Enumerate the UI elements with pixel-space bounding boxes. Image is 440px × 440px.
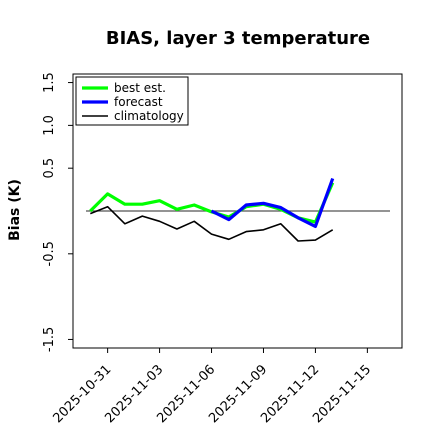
chart-title: BIAS, layer 3 temperature [106, 28, 370, 49]
plot-frame [72, 73, 403, 349]
y-tick-label: -1.5 [42, 327, 57, 352]
series-line-forecast [210, 177, 335, 228]
y-tick-label: -0.5 [42, 241, 57, 266]
y-tick-label: 1.0 [42, 115, 57, 136]
legend-label: climatology [114, 109, 184, 123]
y-axis-label: Bias (K) [7, 179, 23, 241]
legend-label: forecast [114, 95, 163, 109]
y-tick-label: 0.5 [42, 158, 57, 179]
legend-label: best est. [114, 81, 166, 95]
series-line-climatology [90, 205, 334, 242]
y-tick-label: 1.5 [42, 72, 57, 93]
